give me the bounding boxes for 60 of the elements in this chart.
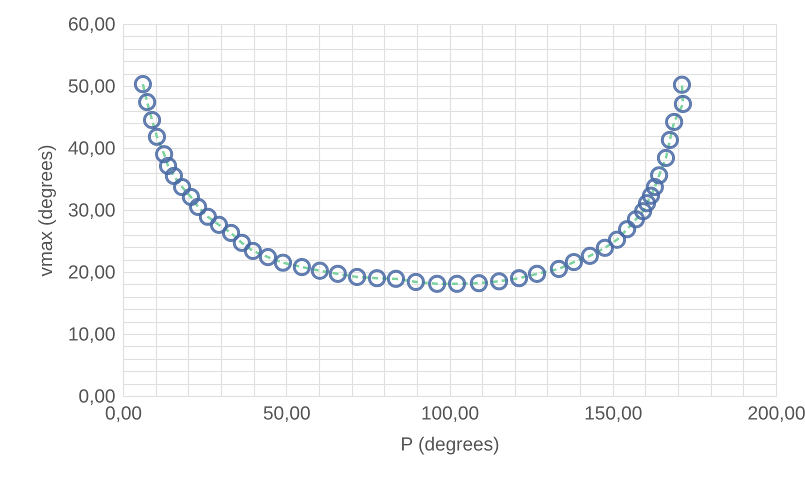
point	[665, 112, 684, 132]
x-axis-title: P (degrees)	[400, 434, 500, 456]
point	[138, 93, 156, 112]
point	[626, 210, 646, 228]
y-axis-title: vmax (degrees)	[36, 144, 57, 276]
point	[528, 264, 546, 283]
point	[448, 274, 466, 293]
x-tick-label: 50,00	[262, 404, 311, 424]
point	[672, 76, 692, 94]
point	[660, 130, 679, 150]
x-tick-label: 200,00	[747, 404, 805, 424]
point	[258, 248, 278, 266]
point	[198, 208, 217, 226]
point	[650, 166, 668, 184]
line-series	[142, 82, 684, 286]
point	[634, 202, 652, 220]
point	[638, 194, 656, 212]
point	[642, 186, 660, 205]
point	[134, 75, 152, 94]
point	[189, 198, 208, 216]
point	[550, 260, 568, 278]
point	[386, 270, 406, 288]
point	[428, 274, 446, 293]
point	[674, 94, 692, 114]
point	[510, 269, 528, 288]
point	[142, 111, 162, 130]
point	[232, 234, 251, 252]
y-tick-label: 50,00	[68, 76, 116, 98]
point	[155, 145, 174, 164]
point	[596, 238, 614, 257]
point	[158, 156, 178, 176]
x-tick-label: 150,00	[584, 404, 642, 424]
point	[173, 178, 192, 196]
point	[608, 230, 626, 249]
point	[274, 254, 292, 272]
y-tick-label: 10,00	[68, 324, 116, 346]
point	[148, 128, 166, 146]
point	[222, 224, 240, 242]
point	[328, 264, 347, 283]
point	[292, 258, 312, 276]
y-tick-label: 60,00	[68, 14, 116, 36]
point	[618, 220, 636, 238]
point	[244, 242, 262, 260]
y-tick-label: 20,00	[68, 262, 116, 284]
point	[210, 216, 228, 234]
point	[348, 268, 366, 286]
point	[406, 272, 425, 291]
point	[310, 262, 329, 280]
point	[564, 253, 583, 272]
y-tick-label: 30,00	[68, 200, 116, 222]
point	[580, 246, 599, 265]
point	[656, 148, 676, 167]
point	[470, 274, 488, 292]
point	[490, 272, 508, 290]
point	[182, 188, 200, 206]
x-tick-label: 100,00	[420, 404, 480, 424]
y-tick-label: 40,00	[68, 138, 116, 160]
point	[646, 178, 664, 196]
point	[368, 269, 386, 288]
point	[164, 166, 184, 185]
